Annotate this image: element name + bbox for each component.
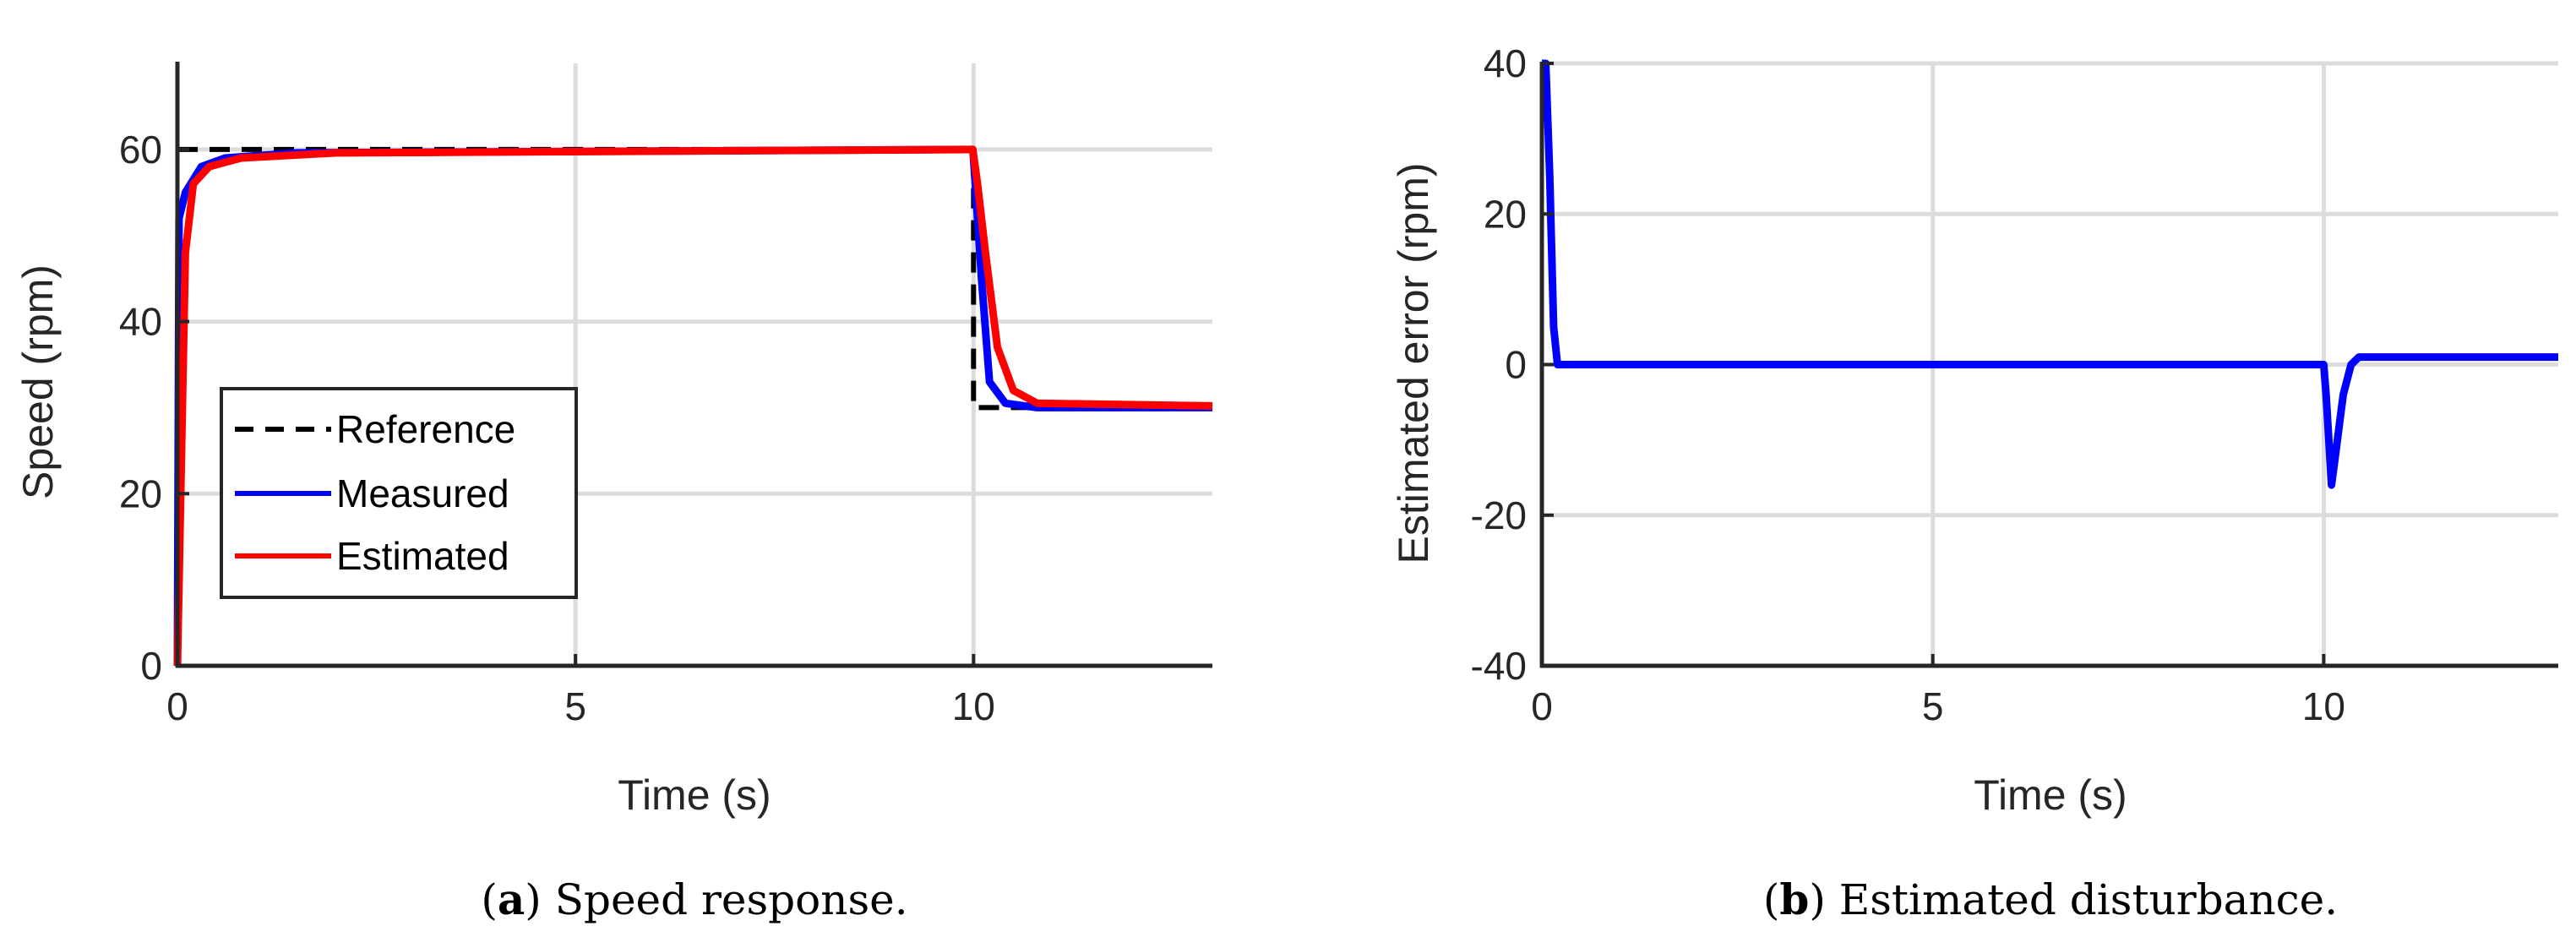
speed-x-axis-label: Time (s) xyxy=(618,771,771,819)
speed-response-panel: 0 5 10 0 20 40 60 Time (s) Speed (rpm) Referen… xyxy=(14,62,1213,924)
speed-series-layer xyxy=(173,145,1213,667)
legend-label-reference: Reference xyxy=(336,407,515,451)
speed-caption: (a) Speed response. xyxy=(481,874,907,924)
speed-x-tick-label: 5 xyxy=(564,684,586,728)
disturbance-y-tick-label: -40 xyxy=(1471,644,1527,688)
disturbance-caption-text: Estimated disturbance. xyxy=(1839,875,2338,924)
disturbance-caption-label: b xyxy=(1779,874,1809,924)
speed-y-axis-label: Speed (rpm) xyxy=(14,264,62,499)
disturbance-x-tick-label: 5 xyxy=(1922,684,1944,728)
speed-y-tick-label: 60 xyxy=(119,128,162,172)
disturbance-y-tick-label: -20 xyxy=(1471,493,1527,537)
speed-y-tick-label: 0 xyxy=(140,644,162,688)
disturbance-series-layer xyxy=(1542,59,2558,489)
speed-x-tick-label: 10 xyxy=(952,684,995,728)
disturbance-x-tick-label: 10 xyxy=(2302,684,2345,728)
disturbance-y-axis-label: Estimated error (rpm) xyxy=(1390,162,1437,564)
disturbance-caption: (b) Estimated disturbance. xyxy=(1763,874,2338,924)
disturbance-y-tick-label: 20 xyxy=(1484,192,1527,236)
legend-label-estimated: Estimated xyxy=(336,534,509,578)
speed-legend: Reference Measured Estimated xyxy=(220,387,578,599)
disturbance-series-disturbance xyxy=(1542,59,2558,489)
disturbance-y-tick-label: 40 xyxy=(1484,41,1527,85)
speed-y-tick-label: 40 xyxy=(119,300,162,344)
speed-caption-label: a xyxy=(498,874,525,924)
disturbance-x-axis-label: Time (s) xyxy=(1974,771,2127,819)
disturbance-panel: 0 5 10 -40 -20 0 20 40 Time (s) Estimated error… xyxy=(1390,41,2558,924)
disturbance-y-tick-label: 0 xyxy=(1505,343,1527,387)
speed-caption-text: Speed response. xyxy=(555,875,908,924)
speed-series-reference xyxy=(177,146,1212,411)
speed-x-tick-label: 0 xyxy=(166,684,188,728)
legend-label-measured: Measured xyxy=(336,471,509,515)
speed-axes xyxy=(175,62,1212,668)
speed-series-estimated xyxy=(173,145,1213,667)
speed-ticks: 0 5 10 0 20 40 60 xyxy=(119,128,995,728)
disturbance-ticks: 0 5 10 -40 -20 0 20 40 xyxy=(1471,41,2345,728)
speed-y-tick-label: 20 xyxy=(119,471,162,515)
disturbance-x-tick-label: 0 xyxy=(1531,684,1553,728)
